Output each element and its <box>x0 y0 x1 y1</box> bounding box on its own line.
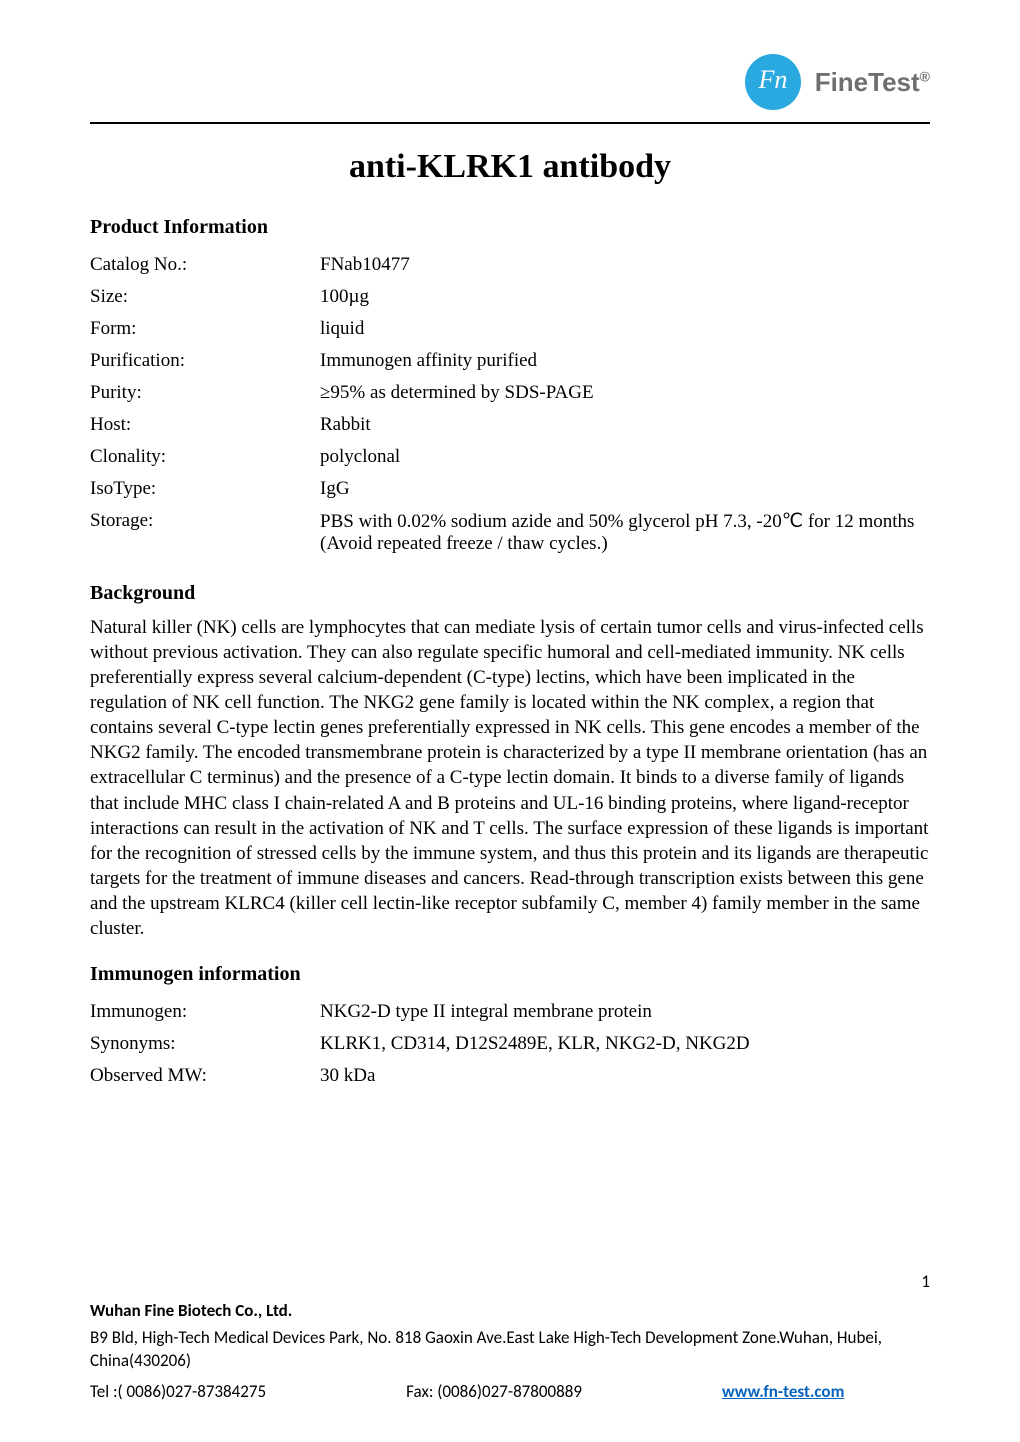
kv-value: polyclonal <box>320 441 930 473</box>
footer-fax: Fax: (0086)027-87800889 <box>406 1381 582 1402</box>
kv-value: IgG <box>320 473 930 505</box>
header-divider <box>90 122 930 124</box>
immunogen-info-heading: Immunogen information <box>90 963 930 986</box>
kv-row: IsoType: IgG <box>90 473 930 505</box>
kv-value: NKG2-D type II integral membrane protein <box>320 996 930 1028</box>
brand-name-text: FineTest <box>815 67 920 97</box>
kv-row: Catalog No.: FNab10477 <box>90 249 930 281</box>
immunogen-info-table: Immunogen: NKG2-D type II integral membr… <box>90 996 930 1092</box>
kv-row: Size: 100µg <box>90 281 930 313</box>
kv-value: KLRK1, CD314, D12S2489E, KLR, NKG2-D, NK… <box>320 1028 930 1060</box>
kv-label: Storage: <box>90 505 320 560</box>
kv-value: FNab10477 <box>320 249 930 281</box>
kv-row: Form: liquid <box>90 313 930 345</box>
page-number: 1 <box>921 1271 930 1292</box>
kv-row: Storage: PBS with 0.02% sodium azide and… <box>90 505 930 560</box>
kv-row: Host: Rabbit <box>90 409 930 441</box>
kv-label: Purification: <box>90 345 320 377</box>
kv-value: Immunogen affinity purified <box>320 345 930 377</box>
kv-label: IsoType: <box>90 473 320 505</box>
page: Fn FineTest® anti-KLRK1 antibody Product… <box>0 0 1020 1442</box>
background-heading: Background <box>90 582 930 605</box>
brand-name: FineTest® <box>815 67 930 98</box>
kv-value: Rabbit <box>320 409 930 441</box>
footer-contact-row: Tel :( 0086)027-87384275 Fax: (0086)027-… <box>90 1381 930 1402</box>
kv-label: Synonyms: <box>90 1028 320 1060</box>
kv-value: liquid <box>320 313 930 345</box>
brand-logo-icon: Fn <box>741 50 805 114</box>
kv-label: Purity: <box>90 377 320 409</box>
header-logo-row: Fn FineTest® <box>90 50 930 114</box>
kv-row: Purity: ≥95% as determined by SDS-PAGE <box>90 377 930 409</box>
brand-logo: Fn FineTest® <box>741 50 930 114</box>
kv-row: Clonality: polyclonal <box>90 441 930 473</box>
kv-label: Size: <box>90 281 320 313</box>
kv-row: Immunogen: NKG2-D type II integral membr… <box>90 996 930 1028</box>
kv-value: 30 kDa <box>320 1060 930 1092</box>
kv-label: Clonality: <box>90 441 320 473</box>
kv-label: Observed MW: <box>90 1060 320 1092</box>
product-info-table: Catalog No.: FNab10477 Size: 100µg Form:… <box>90 249 930 560</box>
svg-text:Fn: Fn <box>757 65 787 94</box>
kv-value: ≥95% as determined by SDS-PAGE <box>320 377 930 409</box>
document-title: anti-KLRK1 antibody <box>90 148 930 186</box>
product-info-heading: Product Information <box>90 216 930 239</box>
page-footer: Wuhan Fine Biotech Co., Ltd. B9 Bld, Hig… <box>90 1300 930 1402</box>
footer-company: Wuhan Fine Biotech Co., Ltd. <box>90 1300 930 1321</box>
kv-value: 100µg <box>320 281 930 313</box>
kv-label: Catalog No.: <box>90 249 320 281</box>
kv-label: Immunogen: <box>90 996 320 1028</box>
kv-value: PBS with 0.02% sodium azide and 50% glyc… <box>320 505 930 560</box>
kv-label: Form: <box>90 313 320 345</box>
kv-row: Purification: Immunogen affinity purifie… <box>90 345 930 377</box>
kv-label: Host: <box>90 409 320 441</box>
footer-address: B9 Bld, High-Tech Medical Devices Park, … <box>90 1327 930 1373</box>
footer-website-link[interactable]: www.fn-test.com <box>722 1381 844 1402</box>
background-body: Natural killer (NK) cells are lymphocyte… <box>90 615 930 941</box>
kv-row: Synonyms: KLRK1, CD314, D12S2489E, KLR, … <box>90 1028 930 1060</box>
brand-reg-mark: ® <box>920 68 930 84</box>
footer-tel: Tel :( 0086)027-87384275 <box>90 1381 266 1402</box>
kv-row: Observed MW: 30 kDa <box>90 1060 930 1092</box>
